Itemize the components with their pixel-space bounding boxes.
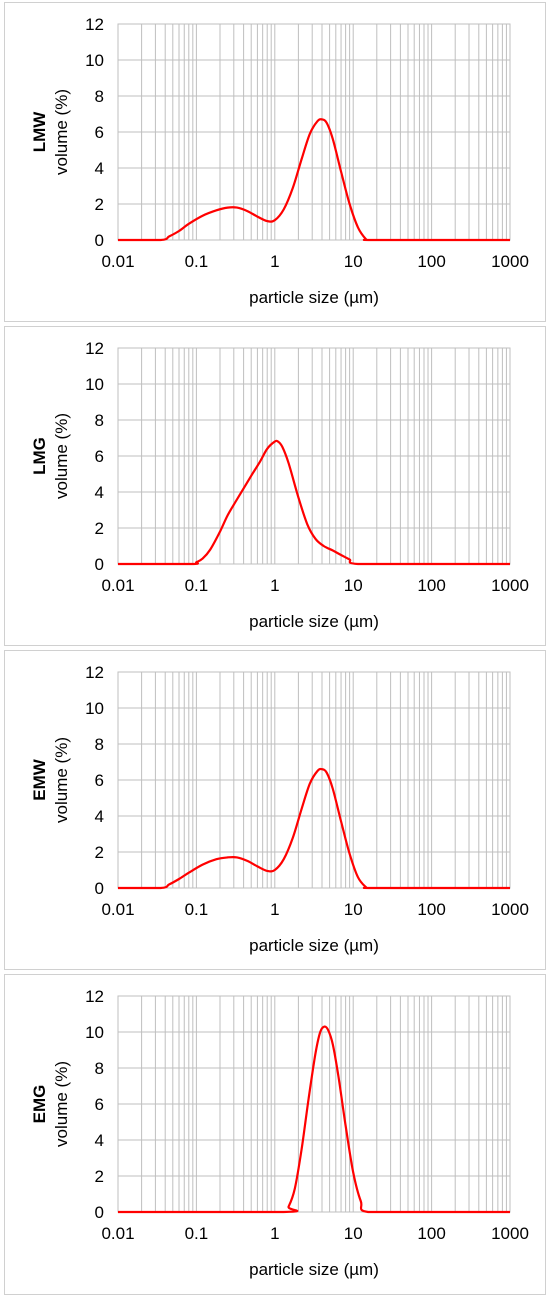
series-line <box>118 767 510 890</box>
y-tick-label: 0 <box>95 1203 104 1222</box>
series-line <box>118 439 510 566</box>
x-tick-label: 10 <box>344 1224 363 1243</box>
x-tick-label: 100 <box>417 576 445 595</box>
x-tick-label: 10 <box>344 576 363 595</box>
x-axis-label: particle size (µm) <box>249 1260 379 1279</box>
series-line <box>118 1025 510 1214</box>
chart-lmw: 0 2 4 6 8 10 12 0.01 0.1 1 10 100 1000 particle size … <box>4 2 546 322</box>
x-tick-label: 1000 <box>491 1224 529 1243</box>
y-tick-label: 6 <box>95 1095 104 1114</box>
y-axis-title: LMW <box>30 111 49 153</box>
x-tick-label: 1000 <box>491 252 529 271</box>
y-axis-label: volume (%) <box>52 413 71 499</box>
y-axis-title: EMW <box>30 758 49 801</box>
x-axis-label: particle size (µm) <box>249 288 379 307</box>
chart-emg: 0 2 4 6 8 10 12 0.01 0.1 1 10 100 1000 particle size … <box>4 974 546 1295</box>
x-tick-label: 100 <box>417 1224 445 1243</box>
y-axis-label: volume (%) <box>52 737 71 823</box>
x-tick-label: 0.1 <box>185 1224 209 1243</box>
grid <box>118 347 510 565</box>
y-tick-label: 6 <box>95 771 104 790</box>
y-tick-label: 10 <box>85 1023 104 1042</box>
y-tick-label: 12 <box>85 987 104 1006</box>
x-axis-label: particle size (µm) <box>249 936 379 955</box>
y-tick-label: 4 <box>95 1131 104 1150</box>
y-tick-label: 10 <box>85 375 104 394</box>
y-tick-label: 8 <box>95 411 104 430</box>
y-tick-label: 0 <box>95 555 104 574</box>
x-tick-label: 1 <box>270 900 279 919</box>
x-tick-label: 100 <box>417 252 445 271</box>
x-tick-label: 0.1 <box>185 900 209 919</box>
y-tick-label: 4 <box>95 807 104 826</box>
grid <box>118 995 510 1213</box>
y-axis-label: volume (%) <box>52 89 71 175</box>
y-tick-label: 10 <box>85 51 104 70</box>
x-tick-label: 0.01 <box>101 252 134 271</box>
y-tick-label: 8 <box>95 87 104 106</box>
x-tick-label: 10 <box>344 252 363 271</box>
x-tick-label: 0.01 <box>101 1224 134 1243</box>
x-tick-label: 100 <box>417 900 445 919</box>
x-tick-label: 1 <box>270 1224 279 1243</box>
series-line <box>118 118 510 242</box>
y-tick-label: 4 <box>95 483 104 502</box>
plot-area <box>117 995 511 1213</box>
y-tick-label: 2 <box>95 519 104 538</box>
plot-area <box>117 23 511 241</box>
y-tick-label: 0 <box>95 879 104 898</box>
x-tick-label: 1 <box>270 576 279 595</box>
y-tick-label: 6 <box>95 447 104 466</box>
y-tick-label: 2 <box>95 1167 104 1186</box>
chart-emw: 0 2 4 6 8 10 12 0.01 0.1 1 10 100 1000 particle size … <box>4 650 546 970</box>
x-tick-label: 1 <box>270 252 279 271</box>
x-tick-label: 0.1 <box>185 576 209 595</box>
chart-lmg: 0 2 4 6 8 10 12 0.01 0.1 1 10 100 1000 particle size … <box>4 326 546 646</box>
grid <box>118 671 510 889</box>
x-tick-label: 10 <box>344 900 363 919</box>
y-tick-label: 6 <box>95 123 104 142</box>
x-axis-label: particle size (µm) <box>249 612 379 631</box>
y-tick-label: 10 <box>85 699 104 718</box>
x-tick-label: 1000 <box>491 900 529 919</box>
x-tick-label: 0.1 <box>185 252 209 271</box>
y-axis-label: volume (%) <box>52 1061 71 1147</box>
y-axis-title: EMG <box>30 1085 49 1124</box>
y-tick-label: 12 <box>85 339 104 358</box>
y-tick-label: 4 <box>95 159 104 178</box>
y-tick-label: 0 <box>95 231 104 250</box>
y-tick-label: 12 <box>85 663 104 682</box>
y-axis-title: LMG <box>30 437 49 475</box>
y-tick-label: 2 <box>95 195 104 214</box>
plot-area <box>117 347 511 565</box>
grid <box>118 23 510 241</box>
y-tick-label: 8 <box>95 1059 104 1078</box>
x-tick-label: 0.01 <box>101 900 134 919</box>
y-tick-label: 12 <box>85 15 104 34</box>
plot-area <box>117 671 511 889</box>
y-tick-label: 8 <box>95 735 104 754</box>
x-tick-label: 1000 <box>491 576 529 595</box>
x-tick-label: 0.01 <box>101 576 134 595</box>
y-tick-label: 2 <box>95 843 104 862</box>
